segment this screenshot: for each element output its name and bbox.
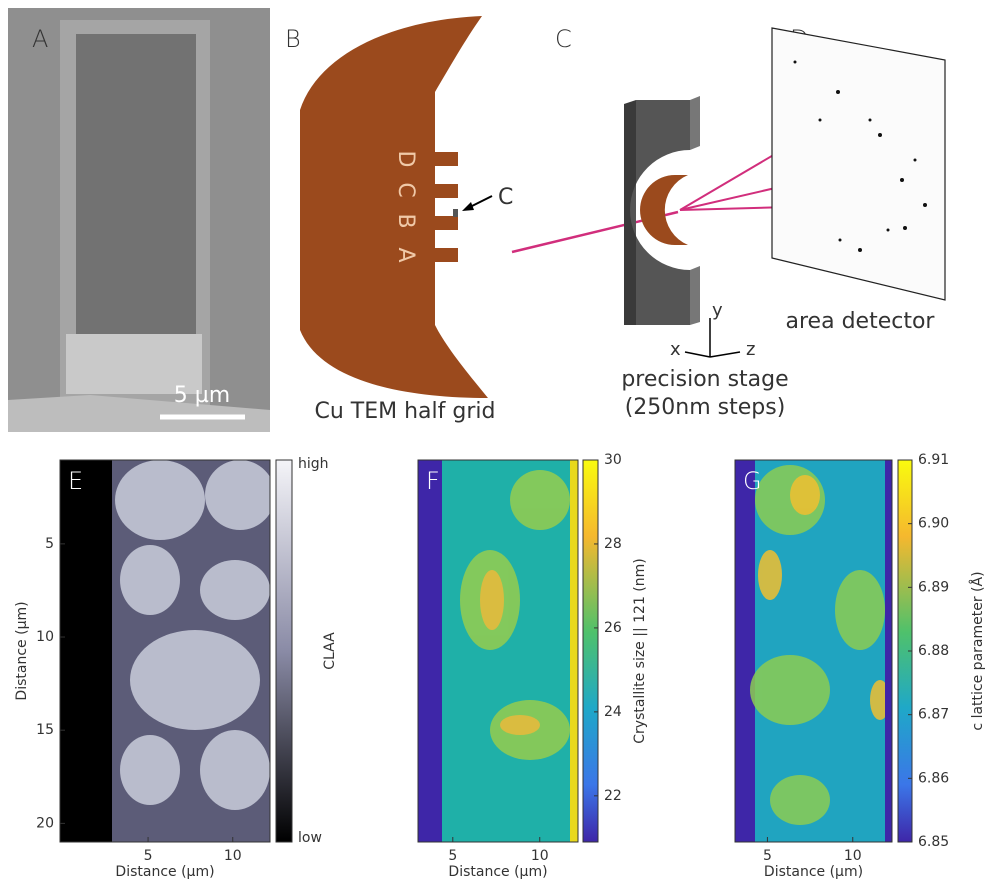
panel-a: 5 µm A [8, 8, 270, 432]
colorbar-tick-label: 28 [604, 536, 622, 552]
colorbar-tick-label: 22 [604, 788, 622, 804]
arrow-label: C [498, 185, 513, 210]
colorbar [583, 460, 598, 842]
x-tick-label: 5 [144, 848, 153, 864]
x-axis-label: Distance (µm) [448, 864, 547, 880]
axis-label: z [746, 339, 755, 360]
colorbar-tick-label: 6.89 [918, 579, 949, 595]
colorbar-tick-label: 6.86 [918, 770, 949, 786]
colorbar-tick-label: 24 [604, 704, 622, 720]
map-g-image [735, 460, 892, 842]
map-e-image [60, 460, 275, 842]
panel-label: F [426, 467, 440, 495]
caption: area detector [786, 309, 936, 334]
scale-label: 5 µm [174, 383, 230, 408]
colorbar-label: c lattice parameter (Å) [969, 571, 986, 730]
lamella [76, 34, 196, 334]
panel-label: A [32, 25, 48, 53]
colorbar-bottom-label: low [298, 830, 322, 846]
grid-teeth [434, 152, 458, 262]
colorbar-tick-label: 6.88 [918, 643, 949, 659]
slot-label: B [393, 213, 418, 228]
y-axis-label: Distance (µm) [14, 601, 30, 700]
arrow-head [462, 202, 474, 211]
sample [453, 209, 458, 217]
y-tick-label: 15 [36, 722, 54, 738]
slot-label: C [393, 182, 418, 197]
colorbar-top-label: high [298, 456, 329, 472]
slot-label: A [393, 247, 418, 262]
x-tick-label: 10 [531, 848, 549, 864]
colorbar-label: CLAA [322, 632, 338, 670]
x-tick-label: 10 [224, 848, 242, 864]
panel-label: C [555, 25, 572, 53]
caption: (250nm steps) [625, 395, 786, 420]
y-tick-label: 10 [36, 629, 54, 645]
detector [772, 28, 945, 300]
colorbar-tick-label: 30 [604, 452, 622, 468]
half-grid [300, 16, 488, 398]
y-tick-label: 5 [45, 536, 54, 552]
x-tick-label: 5 [763, 848, 772, 864]
colorbar-tick-label: 26 [604, 620, 622, 636]
x-tick-label: 5 [448, 848, 457, 864]
y-tick-label: 20 [36, 815, 54, 831]
colorbar-tick-label: 6.90 [918, 516, 949, 532]
x-tick-label: 10 [844, 848, 862, 864]
map-f-image [418, 460, 578, 842]
slot-label: D [393, 151, 418, 168]
colorbar-tick-label: 6.85 [918, 834, 949, 850]
panel-d: D area detector [772, 25, 945, 334]
panel-b: B A B C D C Cu TEM half grid [285, 16, 513, 424]
colorbar-tick-label: 6.87 [918, 707, 949, 723]
panel-label: B [285, 25, 301, 53]
colorbar [276, 460, 292, 842]
figure: 5 µm A B A B C D C Cu TEM half grid C y … [0, 0, 990, 884]
axis-label: y [712, 300, 723, 321]
colorbar-tick-label: 6.91 [918, 452, 949, 468]
axis-label: x [670, 339, 681, 360]
panel-label: E [68, 467, 83, 495]
x-axis-label: Distance (µm) [764, 864, 863, 880]
colorbar-label: Crystallite size || 121 (nm) [632, 558, 648, 744]
caption: precision stage [621, 367, 788, 392]
panel-label: G [743, 467, 762, 495]
caption: Cu TEM half grid [315, 399, 496, 424]
x-axis-label: Distance (µm) [115, 864, 214, 880]
